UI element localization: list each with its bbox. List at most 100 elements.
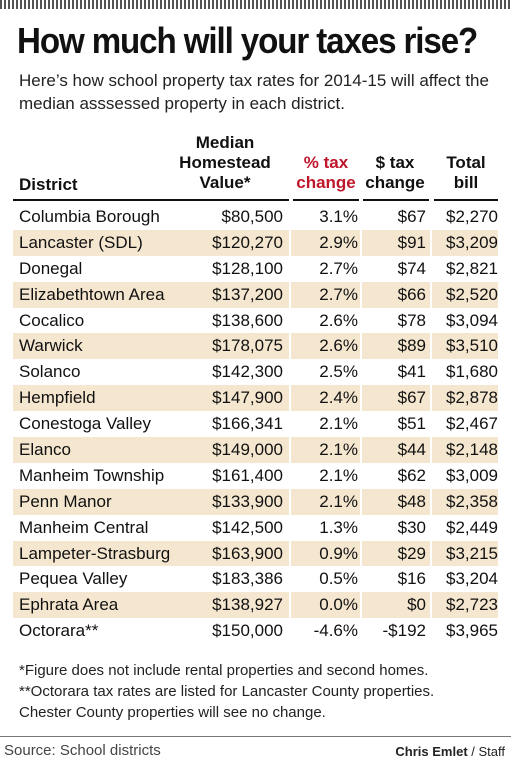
district-cell: Cocalico (19, 310, 85, 330)
pct-tax-change-cell: 1.3% (319, 517, 358, 537)
table-row: Penn Manor $133,900 2.1% $48 $2,358 (13, 488, 498, 515)
dollar-tax-change-cell: $29 (397, 543, 426, 563)
table-row: Octorara** $150,000 -4.6% -$192 $3,965 (13, 618, 498, 644)
column-divider (430, 204, 432, 645)
district-cell: Conestoga Valley (19, 414, 151, 434)
total-bill-cell: $2,270 (446, 207, 498, 226)
table-row: Columbia Borough $80,500 3.1% $67 $2,270 (13, 204, 498, 230)
pct-tax-change-cell: 2.1% (319, 491, 358, 511)
total-bill-cell: $3,209 (446, 232, 498, 252)
dollar-tax-change-cell: $62 (397, 465, 426, 485)
dollar-tax-change-cell: $89 (397, 336, 426, 356)
median-value-cell: $178,075 (212, 336, 283, 356)
district-cell: Solanco (19, 362, 81, 382)
district-cell: Warwick (19, 336, 83, 356)
median-value-cell: $183,386 (212, 569, 283, 589)
table-row: Ephrata Area $138,927 0.0% $0 $2,723 (13, 592, 498, 619)
median-value-cell: $149,000 (212, 440, 283, 460)
median-value-cell: $147,900 (212, 388, 283, 408)
header-rule-dtax (363, 199, 429, 201)
total-bill-cell: $2,821 (446, 258, 498, 278)
median-value-cell: $161,400 (212, 465, 283, 485)
header-dtax-line2: change (365, 173, 425, 192)
dollar-tax-change-cell: $44 (397, 440, 426, 460)
median-value-cell: $150,000 (212, 621, 283, 641)
table-row: Solanco $142,300 2.5% $41 $1,680 (13, 359, 498, 385)
dollar-tax-change-cell: $78 (397, 310, 426, 330)
dollar-tax-change-cell: $74 (397, 258, 426, 278)
pct-tax-change-cell: 2.6% (319, 310, 358, 330)
table-row: Lampeter-Strasburg $163,900 0.9% $29 $3,215 (13, 540, 498, 567)
header-pct-line2: change (296, 173, 356, 192)
footnote-3: Chester County properties will see no ch… (19, 704, 326, 721)
source-line: Source: School districts (4, 742, 161, 759)
header-dtax-line1: $ tax (375, 153, 415, 172)
graphic-title: How much will your taxes rise? (17, 20, 478, 61)
median-value-cell: $138,927 (212, 595, 283, 615)
median-value-cell: $166,341 (212, 414, 283, 434)
district-cell: Elizabethtown Area (19, 284, 165, 304)
total-bill-cell: $2,520 (446, 284, 498, 304)
table-row: Elanco $149,000 2.1% $44 $2,148 (13, 437, 498, 463)
district-cell: Penn Manor (19, 491, 112, 511)
pct-tax-change-cell: 2.9% (319, 232, 358, 252)
total-bill-cell: $2,723 (446, 595, 498, 615)
table-row: Cocalico $138,600 2.6% $78 $3,094 (13, 308, 498, 334)
header-dollar-tax-change: $ tax change (362, 153, 428, 193)
pct-tax-change-cell: 2.7% (319, 258, 358, 278)
total-bill-cell: $3,510 (446, 336, 498, 356)
dollar-tax-change-cell: $0 (407, 595, 426, 615)
median-value-cell: $163,900 (212, 543, 283, 563)
total-bill-cell: $3,094 (446, 310, 498, 330)
dollar-tax-change-cell: $91 (397, 232, 426, 252)
graphic-subtitle: Here’s how school property tax rates for… (19, 71, 489, 113)
pct-tax-change-cell: 2.1% (319, 440, 358, 460)
header-rule-district (13, 199, 289, 201)
header-district: District (19, 175, 78, 194)
pct-tax-change-cell: -4.6% (313, 621, 358, 641)
header-median-line1: Median (195, 133, 255, 152)
pct-tax-change-cell: 2.1% (319, 414, 358, 434)
median-value-cell: $142,300 (212, 362, 283, 382)
dollar-tax-change-cell: $48 (397, 491, 426, 511)
median-value-cell: $80,500 (221, 207, 283, 226)
column-divider (360, 204, 362, 645)
header-median-value: Median Homestead Value* (175, 133, 275, 193)
total-bill-cell: $3,965 (446, 621, 498, 641)
total-bill-cell: $3,215 (446, 543, 498, 563)
footnote-1: *Figure does not include rental properti… (19, 662, 429, 679)
pct-tax-change-cell: 0.5% (319, 569, 358, 589)
header-total-line1: Total (446, 153, 486, 172)
total-bill-cell: $2,148 (446, 440, 498, 460)
credit-name: Chris Emlet (395, 744, 468, 759)
top-rule (0, 0, 511, 9)
pct-tax-change-cell: 3.1% (319, 207, 358, 226)
pct-tax-change-cell: 2.5% (319, 362, 358, 382)
district-cell: Manheim Township (19, 465, 165, 485)
pct-tax-change-cell: 2.6% (319, 336, 358, 356)
dollar-tax-change-cell: $67 (397, 388, 426, 408)
header-rule-total (434, 199, 498, 201)
header-pct-line1: % tax (303, 153, 349, 172)
table-row: Warwick $178,075 2.6% $89 $3,510 (13, 333, 498, 360)
pct-tax-change-cell: 2.1% (319, 465, 358, 485)
total-bill-cell: $2,358 (446, 491, 498, 511)
total-bill-cell: $2,449 (446, 517, 498, 537)
table-row: Pequea Valley $183,386 0.5% $16 $3,204 (13, 566, 498, 592)
table-row: Lancaster (SDL) $120,270 2.9% $91 $3,209 (13, 229, 498, 256)
table-row: Donegal $128,100 2.7% $74 $2,821 (13, 256, 498, 282)
median-value-cell: $138,600 (212, 310, 283, 330)
district-cell: Manheim Central (19, 517, 149, 537)
district-cell: Octorara** (19, 621, 99, 641)
dollar-tax-change-cell: $51 (397, 414, 426, 434)
pct-tax-change-cell: 0.0% (319, 595, 358, 615)
table-row: Elizabethtown Area $137,200 2.7% $66 $2,520 (13, 281, 498, 308)
pct-tax-change-cell: 2.7% (319, 284, 358, 304)
header-pct-tax-change: % tax change (293, 153, 359, 193)
table-row: Conestoga Valley $166,341 2.1% $51 $2,467 (13, 411, 498, 437)
median-value-cell: $133,900 (212, 491, 283, 511)
district-cell: Lampeter-Strasburg (19, 543, 171, 563)
table-row: Hempfield $147,900 2.4% $67 $2,878 (13, 385, 498, 412)
median-value-cell: $120,270 (212, 232, 283, 252)
total-bill-cell: $2,878 (446, 388, 498, 408)
